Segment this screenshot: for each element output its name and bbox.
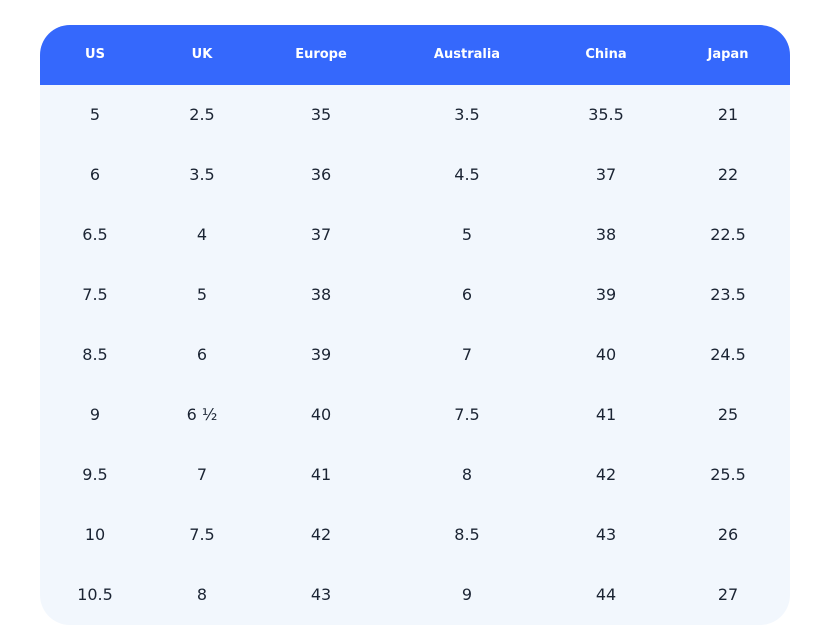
table-cell: 38 xyxy=(310,285,332,304)
table-cell: 4.5 xyxy=(454,165,480,184)
table-cell: 39 xyxy=(310,345,332,364)
header-cell: China xyxy=(585,47,627,62)
table-cell: 9.5 xyxy=(82,465,108,484)
table-cell: 24.5 xyxy=(710,345,746,364)
table-cell: 25 xyxy=(717,405,739,424)
table-cell: 5 xyxy=(196,285,208,304)
table-cell: 10.5 xyxy=(77,585,113,604)
table-cell: 21 xyxy=(717,105,739,124)
table-cell: 5 xyxy=(461,225,473,244)
table-cell: 6 xyxy=(196,345,208,364)
table-cell: 39 xyxy=(595,285,617,304)
table-cell: 4 xyxy=(196,225,208,244)
table-cell: 23.5 xyxy=(710,285,746,304)
table-cell: 7.5 xyxy=(454,405,480,424)
table-cell: 38 xyxy=(595,225,617,244)
table-cell: 22.5 xyxy=(710,225,746,244)
header-cell: Europe xyxy=(295,47,347,62)
table-cell: 7 xyxy=(196,465,208,484)
table-cell: 6 xyxy=(89,165,101,184)
header-cell: US xyxy=(85,47,105,62)
table-cell: 37 xyxy=(310,225,332,244)
table-cell: 41 xyxy=(595,405,617,424)
table-cell: 9 xyxy=(89,405,101,424)
size-table: US UK Europe Australia China Japan 5 2.5 35 3.5 35… xyxy=(40,25,790,625)
table-cell: 25.5 xyxy=(710,465,746,484)
table-cell: 8.5 xyxy=(82,345,108,364)
table-cell: 40 xyxy=(595,345,617,364)
table-cell: 35 xyxy=(310,105,332,124)
table-cell: 9 xyxy=(461,585,473,604)
table-cell: 8 xyxy=(196,585,208,604)
table-cell: 41 xyxy=(310,465,332,484)
header-cell: Australia xyxy=(433,47,501,62)
table-cell: 43 xyxy=(595,525,617,544)
table-cell: 42 xyxy=(595,465,617,484)
table-cell: 26 xyxy=(717,525,739,544)
table-cell: 7 xyxy=(461,345,473,364)
header-cell: UK xyxy=(191,47,213,62)
table-cell: 3.5 xyxy=(189,165,215,184)
table-cell: 6 ½ xyxy=(186,405,218,424)
table-cell: 36 xyxy=(310,165,332,184)
table-cell: 3.5 xyxy=(454,105,480,124)
table-header xyxy=(40,25,790,85)
table-cell: 10 xyxy=(84,525,106,544)
table-cell: 22 xyxy=(717,165,739,184)
table-cell: 8.5 xyxy=(454,525,480,544)
table-cell: 8 xyxy=(461,465,473,484)
table-cell: 37 xyxy=(595,165,617,184)
table-cell: 27 xyxy=(717,585,739,604)
header-cell: Japan xyxy=(707,47,749,62)
table-cell: 43 xyxy=(310,585,332,604)
table-cell: 6 xyxy=(461,285,473,304)
table-cell: 35.5 xyxy=(588,105,624,124)
table-cell: 6.5 xyxy=(82,225,108,244)
table-cell: 42 xyxy=(310,525,332,544)
table-cell: 7.5 xyxy=(82,285,108,304)
table-cell: 7.5 xyxy=(189,525,215,544)
table-cell: 40 xyxy=(310,405,332,424)
table-cell: 44 xyxy=(595,585,617,604)
table-cell: 5 xyxy=(89,105,101,124)
table-cell: 2.5 xyxy=(189,105,215,124)
